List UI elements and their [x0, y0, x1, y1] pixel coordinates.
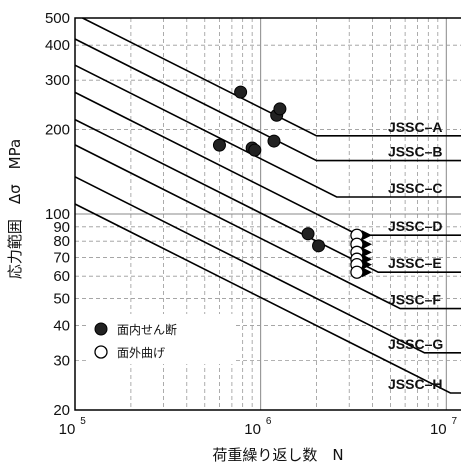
y-tick-label: 300 — [45, 72, 70, 89]
x-tick-exponent: 6 — [266, 416, 272, 427]
filled-point — [312, 239, 326, 253]
design-curve-label: JSSC–H — [388, 376, 442, 392]
legend-box — [86, 314, 236, 364]
y-tick-label: 60 — [53, 268, 70, 285]
filled-point — [212, 138, 226, 152]
design-curve — [74, 144, 461, 310]
y-tick-label: 500 — [45, 10, 70, 27]
design-curve-label: JSSC–F — [388, 292, 441, 308]
runout-arrow-head — [362, 247, 372, 258]
y-tick-label: 20 — [53, 402, 70, 419]
design-curve — [74, 118, 461, 273]
y-tick-label: 40 — [53, 318, 70, 335]
x-tick-label: 10 — [430, 421, 447, 438]
design-curve-label: JSSC–E — [388, 255, 442, 271]
filled-point — [301, 227, 315, 241]
y-tick-label: 90 — [53, 219, 70, 236]
x-tick-label: 10 — [244, 421, 261, 438]
plot-frame — [74, 17, 461, 411]
design-curve — [74, 176, 461, 354]
y-tick-label: 100 — [45, 206, 70, 223]
legend-label-in-plane-shear: 面内せん断 — [117, 322, 177, 337]
design-curve-label: JSSC–A — [388, 119, 442, 135]
filled-point — [273, 102, 287, 116]
design-curve — [82, 17, 461, 137]
y-tick-label: 200 — [45, 122, 70, 139]
filled-point — [248, 143, 262, 157]
open-point — [350, 265, 364, 279]
y-axis-label: 応力範囲 Δσ MPa — [6, 139, 24, 279]
filled-point — [234, 85, 248, 99]
data-points — [212, 85, 372, 279]
y-tick-label: 50 — [53, 290, 70, 307]
y-tick-label: 400 — [45, 37, 70, 54]
design-curve — [74, 203, 461, 394]
design-curve — [74, 64, 461, 198]
filled-point — [267, 134, 281, 148]
runout-arrow-head — [362, 239, 372, 250]
legend: 面内せん断 面外曲げ — [86, 314, 236, 364]
design-curve-label: JSSC–B — [388, 144, 442, 160]
y-tick-label: 70 — [53, 249, 70, 266]
x-tick-labels: 10 5 10 6 10 7 — [59, 416, 458, 438]
y-tick-label: 30 — [53, 353, 70, 370]
x-tick-exponent: 5 — [80, 416, 86, 427]
design-curve-label: JSSC–C — [388, 180, 442, 196]
design-curve — [74, 38, 461, 162]
design-curve-label: JSSC–G — [388, 336, 443, 352]
runout-arrow-head — [362, 259, 372, 270]
legend-open-marker — [94, 345, 108, 359]
y-tick-label: 80 — [53, 233, 70, 250]
legend-label-out-of-plane-bending: 面外曲げ — [117, 346, 165, 360]
legend-filled-marker — [94, 322, 108, 336]
x-tick-exponent: 7 — [452, 416, 458, 427]
x-axis-label: 荷重繰り返し数 N — [212, 446, 343, 464]
design-curve-label: JSSC–D — [388, 218, 442, 234]
runout-arrow-head — [362, 267, 372, 278]
x-tick-label: 10 — [59, 421, 76, 438]
runout-arrow-head — [362, 230, 372, 241]
